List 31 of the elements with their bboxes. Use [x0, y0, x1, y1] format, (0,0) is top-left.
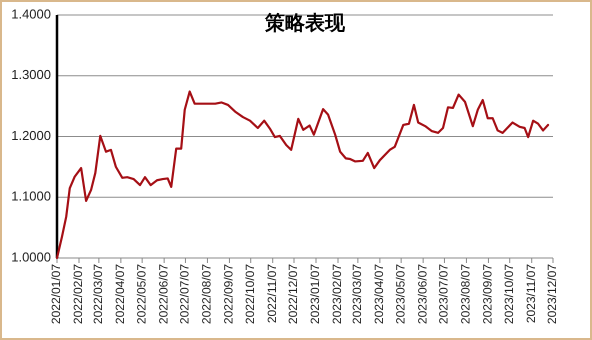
- x-tick-label: 2023/03/07: [350, 264, 364, 324]
- x-tick-label: 2023/05/07: [393, 264, 408, 324]
- x-tick-label: 2023/09/07: [480, 264, 495, 324]
- x-tick-label: 2022/12/07: [286, 264, 300, 324]
- x-tick-label: 2023/11/07: [524, 264, 538, 324]
- x-tick-label: 2022/08/07: [200, 264, 214, 324]
- x-tick-label: 2022/04/07: [113, 264, 128, 324]
- y-tick-label: 1.3000: [11, 67, 51, 82]
- x-tick-label: 2022/09/07: [222, 264, 236, 324]
- x-tick-label: 2023/06/07: [415, 264, 430, 324]
- x-tick-label: 2022/07/07: [178, 264, 192, 324]
- x-tick-label: 2023/07/07: [436, 264, 451, 324]
- y-tick-label: 1.4000: [11, 6, 51, 22]
- x-tick-label: 2022/02/07: [71, 264, 86, 324]
- x-tick-label: 2022/01/07: [49, 264, 64, 324]
- line-series: [56, 90, 550, 260]
- x-tick-label: 2023/04/07: [372, 264, 386, 324]
- x-tick-label: 2023/12/07: [545, 264, 560, 324]
- y-tick-label: 1.2000: [11, 128, 51, 143]
- x-tick-label: 2023/08/07: [458, 264, 473, 324]
- y-tick-label: 1.1000: [11, 188, 51, 204]
- x-tick-label: 2023/10/07: [502, 264, 516, 324]
- x-tick-label: 2022/06/07: [156, 264, 170, 324]
- chart-title: 策略表现: [264, 12, 346, 34]
- x-tick-label: 2022/10/07: [242, 264, 257, 324]
- x-tick-label: 2022/05/07: [134, 264, 148, 324]
- x-tick-label: 2023/01/07: [308, 264, 322, 324]
- x-tick-label: 2022/11/07: [264, 264, 279, 324]
- x-tick-label: 2022/03/07: [91, 264, 106, 324]
- y-tick-label: 1.0000: [11, 249, 51, 264]
- x-tick-label: 2023/02/07: [330, 264, 344, 324]
